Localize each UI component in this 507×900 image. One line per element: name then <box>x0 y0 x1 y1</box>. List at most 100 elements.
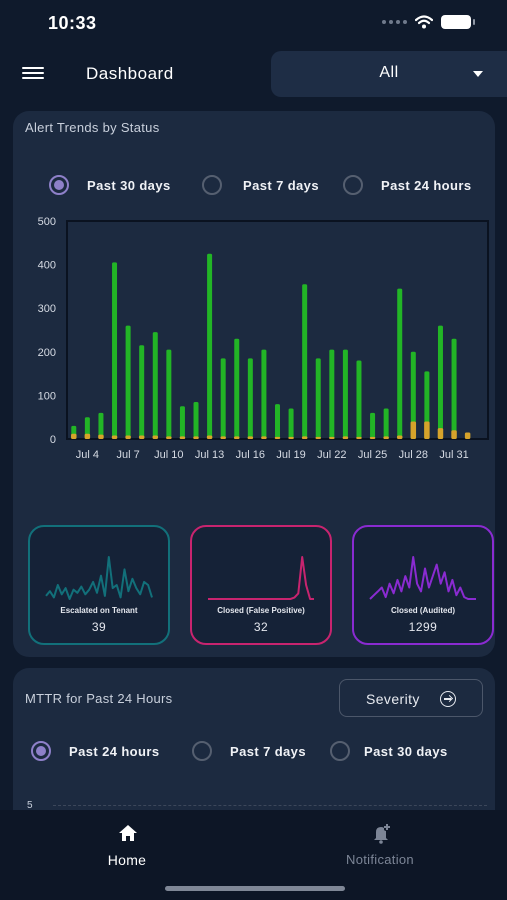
bar-secondary <box>261 436 267 439</box>
trends-range-selector: Past 30 days Past 7 days Past 24 hours <box>13 175 495 197</box>
bar-secondary <box>152 435 159 439</box>
metric-count: 1299 <box>408 620 438 634</box>
bar-main <box>451 338 457 439</box>
mttr-title: MTTR for Past 24 Hours <box>25 691 173 706</box>
signal-icon <box>382 20 407 24</box>
bar-secondary <box>274 436 281 439</box>
metric-label: Closed (Audited) <box>391 606 455 615</box>
metric-card-false-positive[interactable]: Closed (False Positive) 32 <box>190 525 332 645</box>
bar-main <box>315 358 321 439</box>
sparkline-path <box>208 556 314 600</box>
bar-secondary <box>383 436 389 439</box>
alert-trends-card: Alert Trends by Status Past 30 days Past… <box>13 111 495 657</box>
home-indicator <box>165 886 345 891</box>
bar-secondary <box>111 435 118 439</box>
metric-label: Escalated on Tenant <box>60 606 138 615</box>
bar-secondary <box>424 421 430 439</box>
x-tick-label: Jul 28 <box>399 449 428 461</box>
status-bar: 10:33 <box>0 0 507 48</box>
x-tick-label: Jul 13 <box>195 449 224 461</box>
alert-trends-chart-svg: 0 100 200 300 400 500 Jul 4 Jul 7 Jul 10 Jul 13 Ju… <box>38 216 489 461</box>
metric-count: 39 <box>91 620 107 634</box>
bar-secondary <box>125 435 131 439</box>
bar-secondary <box>193 436 199 439</box>
radio-selected-icon <box>49 175 69 195</box>
severity-button[interactable]: Severity <box>339 679 483 717</box>
bar-secondary <box>71 433 77 439</box>
bar-secondary <box>315 436 321 439</box>
y-tick-label: 500 <box>38 216 56 228</box>
mttr-range-24-hours[interactable]: Past 24 hours <box>31 741 159 761</box>
metric-count: 32 <box>253 620 269 634</box>
nav-notification-label: Notification <box>346 852 414 867</box>
mttr-gridline <box>53 805 487 806</box>
bar-main <box>112 262 118 439</box>
radio-unselected-icon <box>343 175 363 195</box>
bar-secondary <box>329 436 335 439</box>
x-tick-label: Jul 25 <box>358 449 387 461</box>
bar-main <box>234 338 240 439</box>
bar-main <box>152 332 158 439</box>
bar-secondary <box>451 430 457 439</box>
status-time: 10:33 <box>48 13 97 33</box>
bell-plus-icon <box>374 824 390 844</box>
bar-secondary <box>220 436 226 439</box>
bar-main <box>288 408 294 439</box>
bar-secondary <box>206 435 213 439</box>
filter-dropdown[interactable]: All <box>271 51 507 97</box>
sparkline-false-positive <box>208 556 314 600</box>
bar-secondary <box>396 435 403 439</box>
bar-main <box>383 408 389 439</box>
sparkline-path <box>369 556 476 600</box>
x-tick-label: Jul 4 <box>76 449 99 461</box>
bar-main <box>193 401 199 439</box>
trends-range-24-hours[interactable]: Past 24 hours <box>343 175 471 195</box>
trends-range-30-days[interactable]: Past 30 days <box>49 175 171 195</box>
mttr-card: MTTR for Past 24 Hours Severity Past 24 … <box>13 668 495 828</box>
y-tick-label: 200 <box>38 347 56 359</box>
trends-range-7-days[interactable]: Past 7 days <box>202 175 319 195</box>
bar-secondary <box>247 436 254 439</box>
sparkline-escalated <box>45 556 153 600</box>
bar-main <box>342 349 348 439</box>
x-tick-label: Jul 22 <box>317 449 346 461</box>
y-tick-label: 0 <box>50 434 56 446</box>
mttr-range-7-days[interactable]: Past 7 days <box>192 741 306 761</box>
y-tick-label: 400 <box>38 260 56 272</box>
bar-secondary <box>179 436 186 439</box>
radio-unselected-icon <box>330 741 350 761</box>
bar-main <box>220 358 226 439</box>
home-icon <box>119 825 137 841</box>
bar-main <box>207 253 213 439</box>
radio-unselected-icon <box>192 741 212 761</box>
mttr-range-30-days[interactable]: Past 30 days <box>330 741 448 761</box>
wifi-icon <box>415 15 433 29</box>
bar-main <box>370 412 376 439</box>
bar-main <box>247 358 253 439</box>
page-title: Dashboard <box>86 64 174 83</box>
x-tick-label: Jul 16 <box>236 449 265 461</box>
bar-main <box>166 349 172 439</box>
bar-secondary <box>437 428 444 439</box>
bar-main <box>437 325 443 439</box>
menu-icon[interactable] <box>22 64 46 84</box>
app-header: Dashboard All <box>0 48 507 100</box>
bar-main <box>329 349 335 439</box>
mttr-range-selector: Past 24 hours Past 7 days Past 30 days <box>13 741 495 763</box>
metric-card-audited[interactable]: Closed (Audited) 1299 <box>352 525 494 645</box>
bar-main <box>356 360 362 439</box>
x-tick-label: Jul 10 <box>154 449 183 461</box>
bar-main <box>275 404 280 439</box>
bar-main <box>98 412 104 439</box>
filter-selected-value: All <box>379 64 399 81</box>
nav-home[interactable]: Home <box>67 818 187 870</box>
nav-notification[interactable]: Notification <box>320 818 440 870</box>
radio-selected-icon <box>31 741 51 761</box>
metric-card-escalated[interactable]: Escalated on Tenant 39 <box>28 525 170 645</box>
bar-main <box>397 288 403 439</box>
bar-secondary <box>410 421 417 439</box>
radio-unselected-icon <box>202 175 222 195</box>
x-tick-label: Jul 7 <box>116 449 139 461</box>
bar-secondary <box>84 433 91 439</box>
status-icons <box>382 15 475 29</box>
